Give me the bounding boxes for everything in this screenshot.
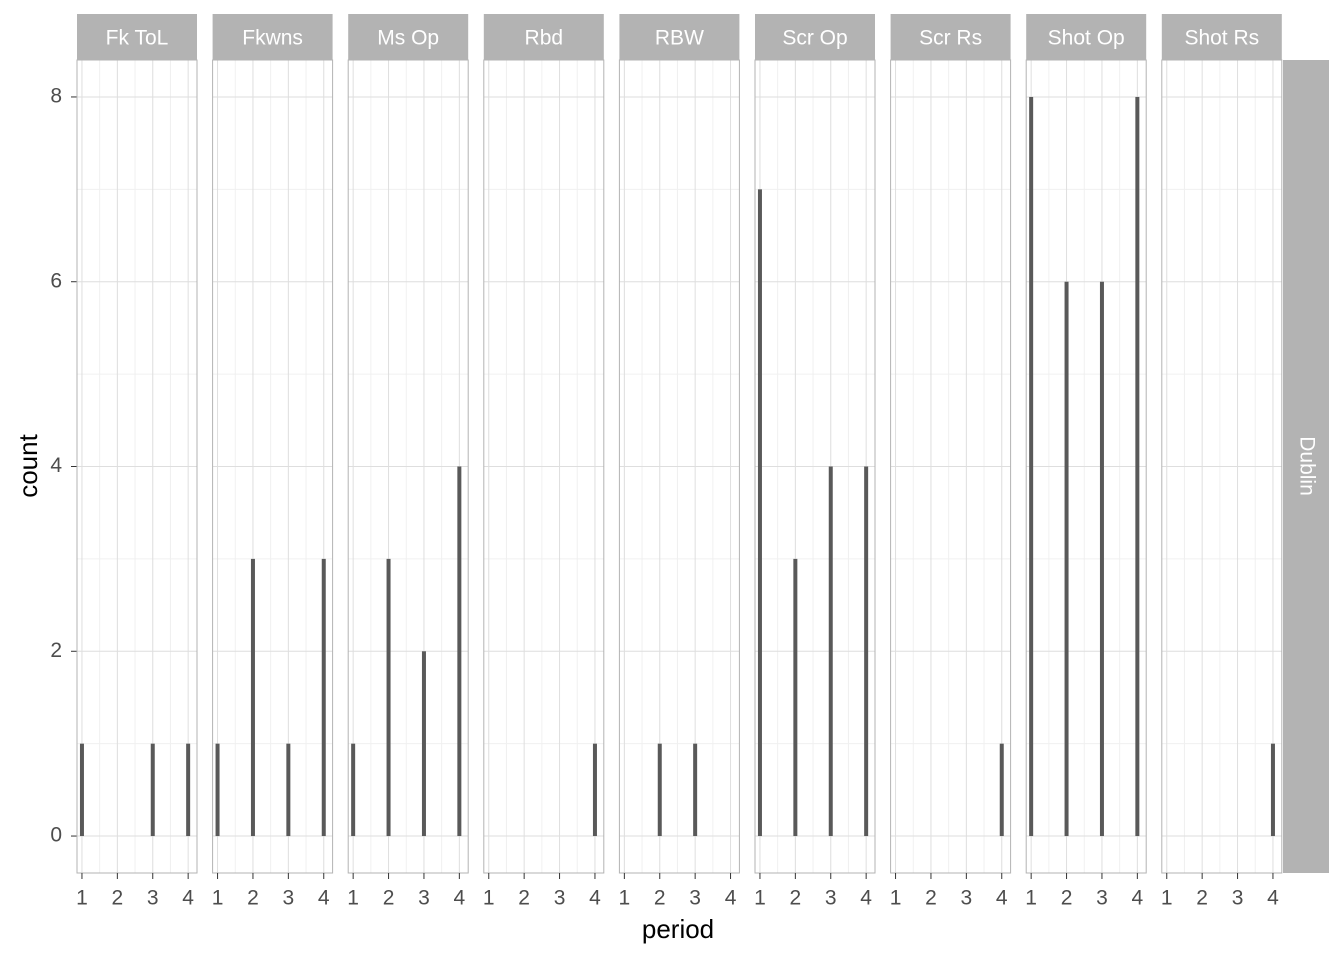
facet-label: Shot Op [1048, 27, 1125, 50]
x-tick-label: 1 [619, 887, 631, 910]
bar [250, 558, 255, 837]
x-tick-label: 1 [212, 887, 224, 910]
x-tick-label: 2 [925, 887, 937, 910]
x-tick-label: 3 [689, 887, 701, 910]
bar [793, 558, 798, 837]
facet-label: Ms Op [377, 27, 439, 50]
x-tick-label: 3 [1096, 887, 1108, 910]
x-tick-label: 4 [318, 887, 330, 910]
y-tick-label: 4 [50, 454, 62, 477]
facet-label: Rbd [525, 27, 564, 50]
row-strip [1283, 60, 1329, 873]
facet-strip [483, 14, 604, 60]
facet-strip [77, 14, 197, 60]
x-tick-label: 1 [1161, 887, 1173, 910]
bar [386, 558, 391, 837]
bar [421, 651, 426, 837]
facet-strip [619, 14, 740, 60]
facet-strip [1161, 14, 1282, 60]
y-tick-label: 0 [50, 824, 62, 847]
bar [150, 743, 155, 837]
x-tick-label: 2 [1061, 887, 1073, 910]
x-tick-label: 3 [147, 887, 159, 910]
x-axis-label: period [642, 914, 714, 944]
facet-label: Scr Rs [919, 27, 982, 50]
x-tick-label: 4 [589, 887, 601, 910]
x-tick-label: 1 [76, 887, 88, 910]
x-tick-label: 2 [383, 887, 395, 910]
x-tick-label: 1 [347, 887, 359, 910]
row-strip-label: Dublin [1295, 436, 1318, 496]
bar [999, 743, 1004, 837]
y-tick-label: 6 [50, 269, 62, 292]
facet-strip [890, 14, 1011, 60]
bar [693, 743, 698, 837]
facet-label: Scr Op [782, 27, 847, 50]
bar [1270, 743, 1275, 837]
x-tick-label: 2 [247, 887, 259, 910]
y-axis-label: count [13, 433, 43, 497]
x-tick-label: 3 [283, 887, 295, 910]
bar [215, 743, 220, 837]
bar [321, 558, 326, 837]
x-tick-label: 2 [518, 887, 530, 910]
facet-label: RBW [655, 27, 704, 50]
x-tick-label: 4 [1132, 887, 1144, 910]
x-tick-label: 4 [182, 887, 194, 910]
x-tick-label: 2 [112, 887, 124, 910]
facet-strip [348, 14, 469, 60]
x-tick-label: 4 [1267, 887, 1279, 910]
y-tick-label: 2 [50, 639, 62, 662]
bar [828, 466, 833, 837]
bar [1064, 281, 1069, 837]
bar [79, 743, 84, 837]
x-tick-label: 3 [825, 887, 837, 910]
bar [351, 743, 356, 837]
x-tick-label: 3 [961, 887, 973, 910]
bar [457, 466, 462, 837]
x-tick-label: 1 [1025, 887, 1037, 910]
x-tick-label: 3 [418, 887, 430, 910]
bar [657, 743, 662, 837]
x-tick-label: 1 [483, 887, 495, 910]
x-tick-label: 4 [860, 887, 872, 910]
x-tick-label: 1 [754, 887, 766, 910]
bar [186, 743, 191, 837]
x-tick-label: 4 [725, 887, 737, 910]
x-tick-label: 2 [654, 887, 666, 910]
facet-strip [755, 14, 875, 60]
facet-label: Fk ToL [106, 27, 169, 50]
x-tick-label: 4 [454, 887, 466, 910]
x-tick-label: 1 [890, 887, 902, 910]
x-tick-label: 2 [790, 887, 802, 910]
y-tick-label: 8 [50, 85, 62, 108]
x-tick-label: 2 [1196, 887, 1208, 910]
x-tick-label: 3 [1232, 887, 1244, 910]
bar [592, 743, 597, 837]
bar [286, 743, 291, 837]
facet-strip [212, 14, 333, 60]
bar [864, 466, 869, 837]
bar [1135, 96, 1140, 837]
bar [757, 189, 762, 837]
bar [1029, 96, 1034, 837]
facet-label: Fkwns [242, 27, 303, 50]
x-tick-label: 4 [996, 887, 1008, 910]
facet-label: Shot Rs [1184, 27, 1259, 50]
facet-strip [1026, 14, 1147, 60]
x-tick-label: 3 [554, 887, 566, 910]
bar [1099, 281, 1104, 837]
